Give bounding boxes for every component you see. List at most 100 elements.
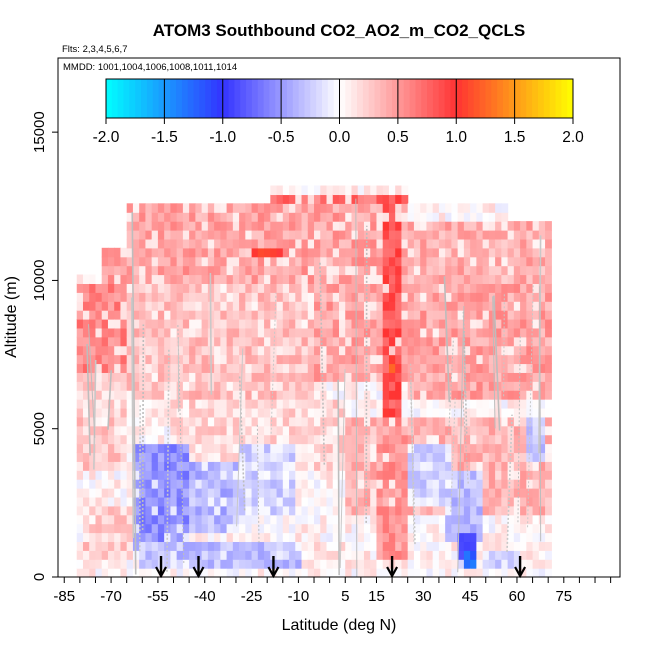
heat-cell [126, 238, 134, 249]
heat-cell [314, 470, 321, 480]
heat-cell [545, 221, 552, 231]
heat-cell [264, 301, 271, 311]
heat-cell [476, 230, 484, 240]
heat-cell [482, 407, 490, 418]
heat-cell [95, 532, 103, 543]
heat-cell [182, 407, 190, 418]
heat-cell [351, 310, 359, 320]
heat-cell [451, 265, 459, 276]
heat-cell [201, 479, 209, 489]
heat-cell [189, 345, 196, 356]
heat-cell [513, 541, 521, 551]
heat-cell [170, 434, 178, 445]
heat-cell [164, 568, 171, 578]
heat-cell [432, 221, 440, 231]
heat-cell [451, 488, 459, 498]
heat-cell [307, 443, 315, 454]
heat-cell [276, 390, 284, 400]
heat-cell [245, 354, 253, 365]
heat-cell [220, 327, 228, 338]
heat-cell [257, 559, 265, 569]
heat-cell [345, 523, 353, 534]
colorbar-segment [532, 79, 539, 118]
heat-cell [432, 496, 440, 507]
heat-cell [214, 336, 221, 347]
heat-cell [326, 354, 334, 365]
heat-cell [220, 283, 228, 293]
heat-cell [151, 479, 159, 489]
heat-cell [276, 550, 284, 560]
heat-cell [251, 496, 259, 507]
heat-cell [326, 318, 334, 329]
heat-cell [420, 336, 428, 347]
heat-cell [132, 541, 140, 551]
heat-cell [445, 532, 452, 543]
heat-cell [376, 212, 384, 222]
heat-cell [120, 256, 128, 267]
heat-cell [301, 221, 309, 231]
heat-cell [257, 310, 265, 320]
heat-cell [220, 247, 228, 258]
heat-cell [295, 523, 303, 534]
heat-cell [470, 336, 477, 347]
heat-cell [164, 381, 171, 391]
heat-cell [420, 479, 428, 489]
heat-cell [507, 407, 515, 418]
heat-cell [170, 301, 178, 311]
heat-cell [164, 283, 171, 293]
colorbar-segment [427, 79, 434, 118]
heat-cell [157, 327, 165, 338]
heat-cell [257, 256, 265, 267]
heat-cell [245, 230, 253, 240]
heat-cell [151, 327, 159, 338]
heat-cell [201, 265, 209, 276]
heat-cell [270, 532, 278, 543]
heat-cell [164, 256, 171, 267]
heat-cell [276, 425, 284, 436]
heat-cell [532, 372, 540, 382]
heat-cell [332, 274, 340, 284]
heat-cell [264, 274, 271, 284]
heat-cell [376, 292, 384, 302]
heat-cell [438, 425, 446, 436]
heat-cell [264, 327, 271, 338]
heat-cell [301, 390, 309, 400]
heat-cell [426, 345, 434, 356]
heat-cell [463, 354, 471, 365]
heat-cell [501, 336, 509, 347]
heat-cell [457, 230, 465, 240]
heat-cell [476, 247, 484, 258]
heat-cell [445, 399, 452, 409]
heat-cell [532, 505, 540, 516]
heat-cell [201, 541, 209, 551]
heat-cell [245, 425, 253, 436]
heat-cell [363, 505, 371, 516]
heat-cell [282, 532, 290, 543]
heat-cell [413, 274, 421, 284]
heat-cell [420, 550, 428, 560]
heat-cell [101, 452, 109, 462]
heat-cell [395, 221, 403, 231]
heat-cell [114, 372, 122, 382]
heat-cell [251, 532, 259, 543]
heat-cell [470, 488, 477, 498]
dates-label: MMDD: 1001,1004,1006,1008,1011,1014 [63, 62, 237, 73]
heat-cell [220, 292, 228, 302]
heat-cell [289, 559, 296, 569]
heat-cell [264, 470, 271, 480]
heat-cell [176, 470, 184, 480]
heat-cell [339, 363, 346, 373]
heat-cell [301, 461, 309, 471]
heat-cell [482, 425, 490, 436]
heat-cell [357, 488, 365, 498]
heat-cell [388, 336, 396, 347]
heat-cell [538, 265, 546, 276]
heat-cell [445, 256, 452, 267]
colorbar-segment [514, 79, 521, 118]
heat-cell [382, 221, 390, 231]
heat-cell [438, 461, 446, 471]
heat-cell [501, 479, 509, 489]
heat-cell [145, 238, 153, 249]
heat-cell [326, 194, 334, 204]
heat-cell [114, 532, 122, 543]
